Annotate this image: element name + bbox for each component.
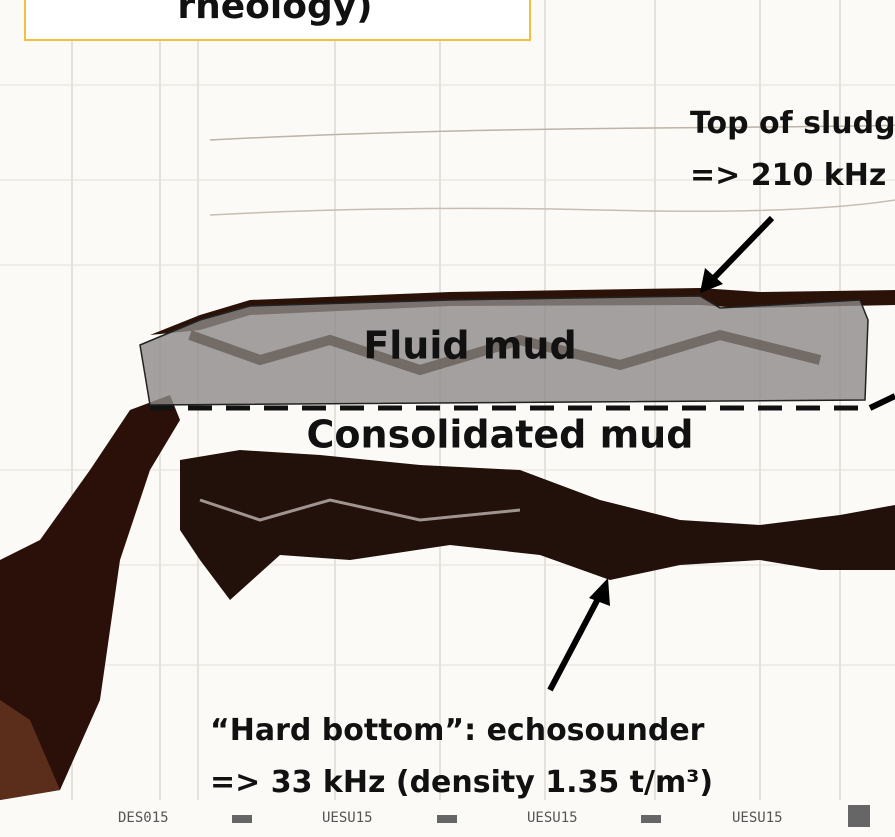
footer-label: UESU15 [322, 810, 373, 826]
faint-echo [209, 124, 895, 141]
fluid-mud-area [139, 295, 869, 406]
annotation: Fluid mud [363, 324, 576, 368]
annotation: “Hard bottom”: echosounder [210, 713, 705, 748]
footer-label: UESU15 [527, 810, 578, 826]
echo-texture [199, 498, 521, 522]
chart-grid [0, 0, 895, 800]
annotation: Consolidated mud [307, 413, 694, 457]
footer-label: UESU15 [732, 810, 783, 826]
fluid-mud-texture [188, 329, 822, 376]
annotation: => 210 kHz [690, 158, 886, 193]
arrows [547, 215, 895, 692]
annotation: Top of sludge [690, 106, 895, 141]
title-text: rheology) [177, 0, 372, 27]
seabed-ramp-edge [0, 700, 60, 800]
footer-logos [232, 805, 870, 827]
footer-label: DES015 [118, 810, 169, 826]
faint-echo [209, 199, 895, 216]
sludge-top-echo [150, 288, 895, 335]
seabed-ramp [0, 395, 180, 800]
annotation: => 33 kHz (density 1.35 t/m³) [210, 765, 713, 800]
hard-bottom-echo [180, 450, 895, 600]
title-box [24, 0, 531, 41]
